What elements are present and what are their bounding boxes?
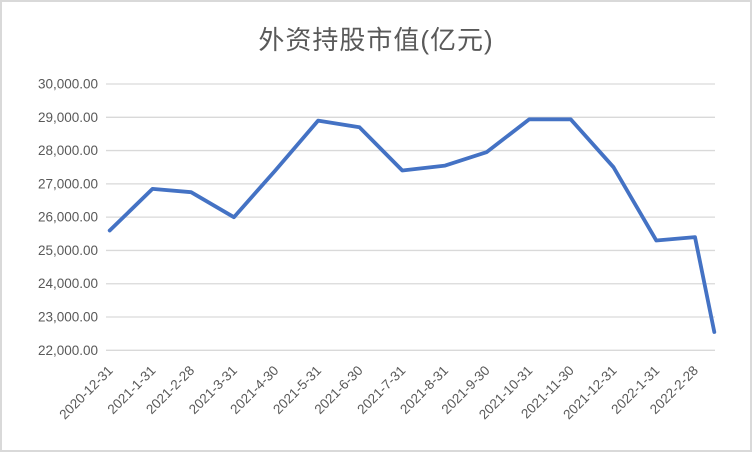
y-axis-tick-label: 25,000.00: [38, 243, 98, 258]
y-axis-tick-label: 23,000.00: [38, 310, 98, 325]
gridlines: [106, 83, 715, 351]
x-axis-tick-label: 2020-12-31: [56, 363, 115, 422]
y-axis-tick-label: 26,000.00: [38, 210, 98, 225]
y-axis-tick-label: 30,000.00: [38, 77, 98, 92]
y-axis-tick-labels: 30,000.00 29,000.00 28,000.00 27,000.00 26,0…: [38, 77, 98, 358]
series-lines: [107, 117, 717, 334]
chart-title: 外资持股市值(亿元): [258, 25, 494, 55]
y-axis-tick-label: 29,000.00: [38, 110, 98, 125]
y-axis-tick-label: 22,000.00: [38, 343, 98, 358]
y-axis-tick-label: 28,000.00: [38, 143, 98, 158]
series-line: [107, 117, 717, 334]
x-axis-tick-labels: 2020-12-312021-1-312021-2-282021-3-31202…: [56, 363, 701, 422]
y-axis-tick-label: 27,000.00: [38, 176, 98, 191]
y-axis-tick-label: 24,000.00: [38, 276, 98, 291]
